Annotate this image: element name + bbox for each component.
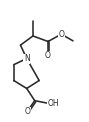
Text: O: O	[58, 30, 64, 39]
Text: O: O	[45, 51, 51, 60]
Text: OH: OH	[47, 99, 59, 108]
Text: O: O	[24, 107, 30, 116]
Text: N: N	[24, 54, 30, 63]
